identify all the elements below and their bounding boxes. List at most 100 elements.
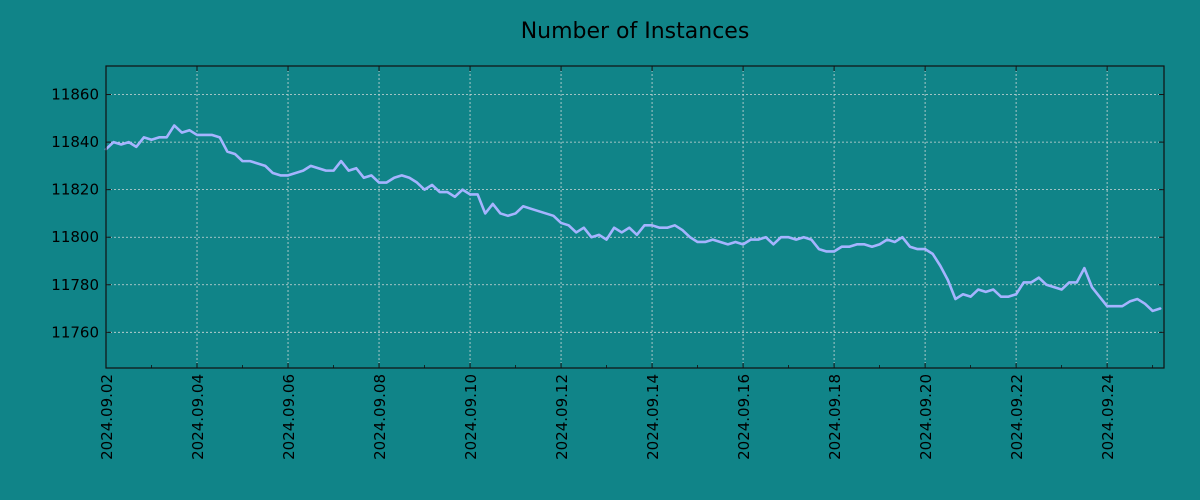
data-point (514, 212, 516, 214)
data-point (484, 212, 486, 214)
data-point (317, 167, 319, 169)
data-point (719, 241, 721, 243)
data-point (658, 227, 660, 229)
data-point (128, 141, 130, 143)
data-point (583, 227, 585, 229)
data-point (1144, 303, 1146, 305)
data-point (499, 212, 501, 214)
data-point (871, 246, 873, 248)
data-point (112, 141, 114, 143)
data-point (939, 265, 941, 267)
data-point (749, 238, 751, 240)
data-point (1000, 295, 1002, 297)
data-point (507, 215, 509, 217)
data-point (1076, 281, 1078, 283)
data-point (666, 227, 668, 229)
data-point (613, 227, 615, 229)
data-point (325, 169, 327, 171)
y-tick-label: 11800 (51, 228, 99, 246)
data-point (150, 139, 152, 141)
data-point (1038, 276, 1040, 278)
data-point (734, 241, 736, 243)
data-point (772, 243, 774, 245)
data-point (165, 136, 167, 138)
series-layer (104, 124, 1162, 313)
x-tick-label: 2024.09.22 (1008, 374, 1026, 460)
y-tick-label: 11860 (51, 86, 99, 104)
data-point (1159, 307, 1161, 309)
data-point (931, 253, 933, 255)
data-point (567, 224, 569, 226)
data-point (1121, 305, 1123, 307)
data-point (522, 205, 524, 207)
data-point (628, 227, 630, 229)
data-point (188, 129, 190, 131)
data-point (992, 288, 994, 290)
data-point (469, 193, 471, 195)
grid-lines (105, 66, 1164, 368)
data-point (765, 236, 767, 238)
data-point (537, 210, 539, 212)
data-point (256, 162, 258, 164)
data-point (196, 134, 198, 136)
data-point (810, 238, 812, 240)
data-point (1045, 284, 1047, 286)
y-axis: 11760 11780 11800 11820 11840 11860 (51, 86, 1164, 341)
data-point (143, 136, 145, 138)
data-point (158, 136, 160, 138)
data-point (856, 243, 858, 245)
data-point (924, 248, 926, 250)
data-point (1015, 293, 1017, 295)
data-point (742, 243, 744, 245)
data-point (530, 207, 532, 209)
plot-frame (105, 65, 1165, 369)
data-point (370, 174, 372, 176)
data-point (249, 160, 251, 162)
data-point (909, 246, 911, 248)
data-point (340, 160, 342, 162)
x-tick-label: 2024.09.04 (189, 374, 207, 460)
x-tick-label: 2024.09.02 (98, 374, 116, 460)
data-point (492, 203, 494, 205)
data-point (1007, 295, 1009, 297)
x-tick-label: 2024.09.10 (462, 374, 480, 460)
data-point (757, 238, 759, 240)
data-point (704, 241, 706, 243)
x-axis: 2024.09.02 2024.09.04 2024.09.06 2024.09.08… (98, 66, 1154, 460)
y-tick-label: 11820 (51, 181, 99, 199)
data-point (787, 236, 789, 238)
data-point (446, 191, 448, 193)
data-point (894, 241, 896, 243)
data-point (712, 238, 714, 240)
data-point (423, 188, 425, 190)
data-point (1106, 305, 1108, 307)
data-point (621, 231, 623, 233)
data-point (378, 181, 380, 183)
data-point (431, 184, 433, 186)
data-point (1114, 305, 1116, 307)
data-point (636, 234, 638, 236)
data-point (332, 169, 334, 171)
data-point (461, 188, 463, 190)
x-tick-label: 2024.09.14 (644, 374, 662, 460)
y-tick-label: 11840 (51, 133, 99, 151)
x-tick-label: 2024.09.06 (280, 374, 298, 460)
data-point (241, 160, 243, 162)
data-point (1068, 281, 1070, 283)
data-point (803, 236, 805, 238)
data-point (272, 172, 274, 174)
data-point (962, 293, 964, 295)
data-point (302, 169, 304, 171)
data-point (878, 243, 880, 245)
data-point (287, 174, 289, 176)
data-point (219, 136, 221, 138)
data-point (1083, 267, 1085, 269)
data-point (886, 238, 888, 240)
x-tick-label: 2024.09.24 (1099, 374, 1117, 460)
data-point (985, 291, 987, 293)
data-point (552, 215, 554, 217)
data-point (575, 231, 577, 233)
data-point (439, 191, 441, 193)
data-point (977, 288, 979, 290)
